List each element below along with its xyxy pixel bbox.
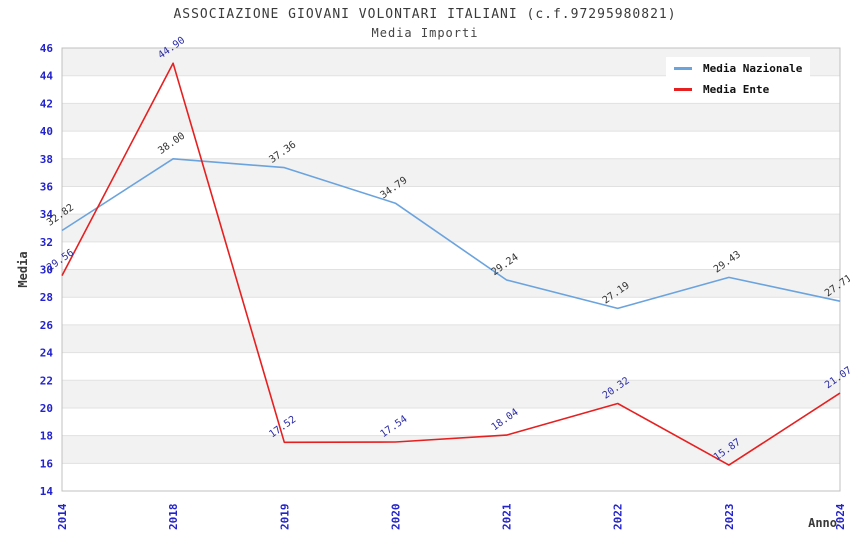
y-tick-label: 38 bbox=[40, 153, 53, 166]
plot-band bbox=[62, 269, 840, 298]
x-tick-label: 2021 bbox=[501, 503, 514, 530]
y-tick-label: 40 bbox=[40, 125, 53, 138]
y-tick-label: 14 bbox=[40, 485, 54, 498]
x-axis-title: Anno bbox=[808, 516, 837, 530]
plot-band bbox=[62, 435, 840, 464]
legend-item-media-nazionale: Media Nazionale bbox=[674, 61, 802, 75]
x-tick-label: 2024 bbox=[834, 503, 847, 530]
y-tick-label: 42 bbox=[40, 97, 53, 110]
y-tick-label: 34 bbox=[40, 208, 54, 221]
y-tick-label: 28 bbox=[40, 291, 53, 304]
plot-border bbox=[61, 47, 841, 492]
plot-band bbox=[62, 214, 840, 242]
y-tick-label: 16 bbox=[40, 457, 54, 470]
x-tick-label: 2018 bbox=[167, 504, 180, 531]
x-tick-label: 2020 bbox=[389, 504, 402, 531]
legend-swatch-media-nazionale-icon bbox=[674, 66, 692, 70]
plot-band bbox=[62, 158, 840, 187]
y-tick-label: 30 bbox=[40, 264, 53, 277]
x-tick-label: 2014 bbox=[56, 503, 69, 530]
chart-title: ASSOCIAZIONE GIOVANI VOLONTARI ITALIANI … bbox=[173, 7, 677, 22]
plot-band bbox=[62, 186, 840, 215]
plot-band bbox=[62, 407, 840, 436]
legend-swatch-media-ente-icon bbox=[674, 87, 692, 91]
plot-band bbox=[62, 352, 840, 381]
chart-subtitle: Media Importi bbox=[371, 26, 479, 40]
plot-band bbox=[62, 463, 840, 491]
legend-item-media-ente: Media Ente bbox=[674, 82, 802, 96]
x-tick-label: 2023 bbox=[723, 504, 736, 531]
plot-band bbox=[62, 324, 840, 353]
legend-label-media-ente: Media Ente bbox=[703, 82, 770, 96]
plot-band bbox=[62, 131, 840, 159]
y-tick-label: 26 bbox=[40, 319, 54, 332]
y-axis-title: Media bbox=[16, 251, 30, 287]
y-tick-label: 46 bbox=[40, 42, 54, 55]
legend-label-media-nazionale: Media Nazionale bbox=[703, 61, 803, 75]
y-tick-label: 20 bbox=[40, 402, 53, 415]
y-tick-label: 36 bbox=[40, 180, 54, 193]
series-line-media-ente bbox=[61, 62, 841, 466]
y-tick-label: 44 bbox=[40, 70, 54, 83]
plot-band bbox=[62, 103, 840, 132]
plot-band bbox=[62, 380, 840, 408]
y-tick-label: 22 bbox=[40, 374, 53, 387]
y-tick-label: 32 bbox=[40, 236, 53, 249]
plot-band bbox=[62, 241, 840, 270]
x-tick-label: 2019 bbox=[278, 504, 291, 531]
plot-band bbox=[62, 297, 840, 325]
legend: Media Nazionale Media Ente bbox=[666, 57, 811, 100]
x-tick-label: 2022 bbox=[612, 504, 625, 531]
series-line-media-nazionale bbox=[61, 158, 841, 310]
y-tick-label: 18 bbox=[40, 430, 53, 443]
y-tick-label: 24 bbox=[40, 347, 54, 360]
